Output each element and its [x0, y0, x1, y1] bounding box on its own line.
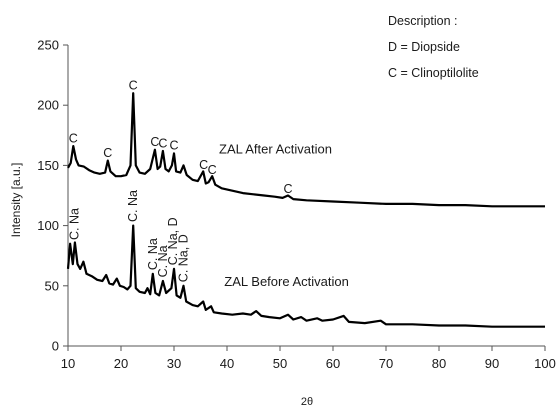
peak-label: C. Na	[67, 208, 81, 240]
peak-label: C. Na	[146, 238, 160, 270]
series-annotation: ZAL After Activation	[219, 141, 332, 156]
y-tick-label: 100	[37, 218, 59, 233]
x-tick-label: 70	[379, 356, 393, 371]
y-tick-label: 50	[45, 278, 59, 293]
x-tick-label: 10	[61, 356, 75, 371]
x-tick-label: 100	[534, 356, 556, 371]
peak-label: C. Na	[126, 190, 140, 222]
y-tick-label: 150	[37, 158, 59, 173]
x-tick-label: 60	[326, 356, 340, 371]
y-axis-label: Intensity [a.u.]	[9, 163, 23, 238]
peak-label: C	[158, 136, 167, 150]
series-line-after-activation	[67, 92, 545, 208]
peak-label: C	[169, 139, 178, 153]
legend-heading: Description :	[388, 14, 457, 28]
legend: Description : D = Diopside C = Clinoptil…	[388, 14, 479, 80]
x-tick-label: 80	[432, 356, 446, 371]
x-tick-label: 20	[114, 356, 128, 371]
series-annotations: ZAL After Activation ZAL Before Activatio…	[219, 141, 349, 288]
peak-label: C	[150, 135, 159, 149]
x-tick-label: 30	[167, 356, 181, 371]
peak-label: C. Na, D	[166, 217, 180, 265]
x-tick-label: 40	[220, 356, 234, 371]
legend-entry-diopside: D = Diopside	[388, 40, 460, 54]
peak-label: C	[103, 146, 112, 160]
peak-label: C. Na, D	[177, 234, 191, 282]
peak-label: C	[69, 132, 78, 146]
y-tick-label: 0	[52, 339, 59, 354]
y-ticks: 0 50 100 150 200 250	[37, 38, 68, 354]
y-tick-label: 200	[37, 98, 59, 113]
peak-label: C. Na	[156, 245, 170, 277]
series-annotation: ZAL Before Activation	[224, 274, 349, 289]
x-tick-label: 90	[485, 356, 499, 371]
x-axis-label: 2θ	[301, 396, 313, 408]
x-tick-label: 50	[273, 356, 287, 371]
series-group	[66, 92, 545, 328]
peak-label: C	[129, 79, 138, 93]
legend-entry-clinoptilolite: C = Clinoptilolite	[388, 66, 479, 80]
peak-label: C	[283, 182, 292, 196]
peak-label: C	[208, 163, 217, 177]
series-line-before-activation	[66, 224, 545, 328]
axes	[67, 45, 545, 347]
peak-label: C	[199, 158, 208, 172]
x-ticks: 10 20 30 40 50 60 70 80 90 100	[61, 346, 556, 371]
y-tick-label: 250	[37, 38, 59, 53]
